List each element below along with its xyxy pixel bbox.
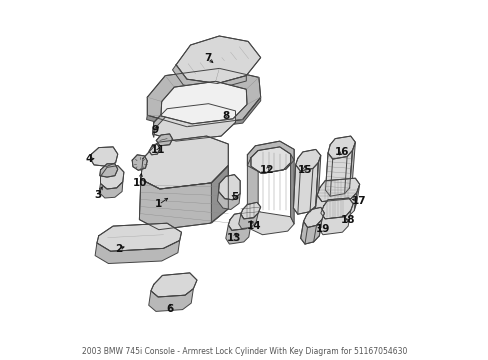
Polygon shape <box>152 104 235 141</box>
Polygon shape <box>147 68 260 127</box>
Text: 12: 12 <box>259 165 273 175</box>
Polygon shape <box>99 182 122 198</box>
Polygon shape <box>354 184 359 211</box>
Text: 5: 5 <box>230 192 238 202</box>
Polygon shape <box>132 155 147 170</box>
Polygon shape <box>325 150 352 196</box>
Text: 7: 7 <box>203 53 211 63</box>
Text: 8: 8 <box>222 111 229 121</box>
Polygon shape <box>290 154 294 224</box>
Polygon shape <box>218 175 240 200</box>
Text: 18: 18 <box>340 215 355 225</box>
Text: 16: 16 <box>334 147 349 157</box>
Polygon shape <box>303 207 324 228</box>
Polygon shape <box>318 211 350 235</box>
Polygon shape <box>314 193 356 220</box>
Text: 2: 2 <box>115 244 122 254</box>
Polygon shape <box>225 224 250 244</box>
Text: 19: 19 <box>315 224 329 234</box>
Polygon shape <box>95 240 179 264</box>
Text: 2003 BMW 745i Console - Armrest Lock Cylinder With Key Diagram for 51167054630: 2003 BMW 745i Console - Armrest Lock Cyl… <box>81 346 407 356</box>
Polygon shape <box>90 147 118 166</box>
Polygon shape <box>315 156 320 206</box>
Polygon shape <box>327 136 355 159</box>
Text: 13: 13 <box>227 233 241 243</box>
Polygon shape <box>141 136 228 189</box>
Polygon shape <box>172 65 246 89</box>
Polygon shape <box>317 178 359 202</box>
Polygon shape <box>238 213 258 229</box>
Polygon shape <box>139 166 228 230</box>
Polygon shape <box>97 223 181 251</box>
Polygon shape <box>151 273 197 297</box>
Polygon shape <box>161 81 246 124</box>
Text: 14: 14 <box>247 221 262 231</box>
Polygon shape <box>247 212 294 235</box>
Polygon shape <box>101 166 123 189</box>
Text: 1: 1 <box>155 199 162 210</box>
Text: 9: 9 <box>151 125 159 135</box>
Polygon shape <box>247 150 258 219</box>
Polygon shape <box>293 163 318 214</box>
Text: 4: 4 <box>85 154 93 164</box>
Polygon shape <box>176 36 260 84</box>
Polygon shape <box>152 109 167 138</box>
Polygon shape <box>295 149 320 171</box>
Text: 17: 17 <box>351 195 366 206</box>
Polygon shape <box>241 202 260 219</box>
Text: 6: 6 <box>165 303 173 314</box>
Polygon shape <box>247 141 294 174</box>
Text: 11: 11 <box>150 145 165 155</box>
Polygon shape <box>148 289 193 311</box>
Text: 3: 3 <box>94 190 101 200</box>
Polygon shape <box>211 166 228 223</box>
Polygon shape <box>349 142 355 188</box>
Polygon shape <box>300 220 321 244</box>
Polygon shape <box>228 212 253 230</box>
Polygon shape <box>100 164 118 177</box>
Polygon shape <box>146 97 260 130</box>
Text: 15: 15 <box>297 165 312 175</box>
Polygon shape <box>217 192 240 210</box>
Text: 10: 10 <box>133 177 147 188</box>
Polygon shape <box>250 147 290 174</box>
Polygon shape <box>149 144 160 155</box>
Polygon shape <box>320 198 352 219</box>
Polygon shape <box>156 134 172 146</box>
